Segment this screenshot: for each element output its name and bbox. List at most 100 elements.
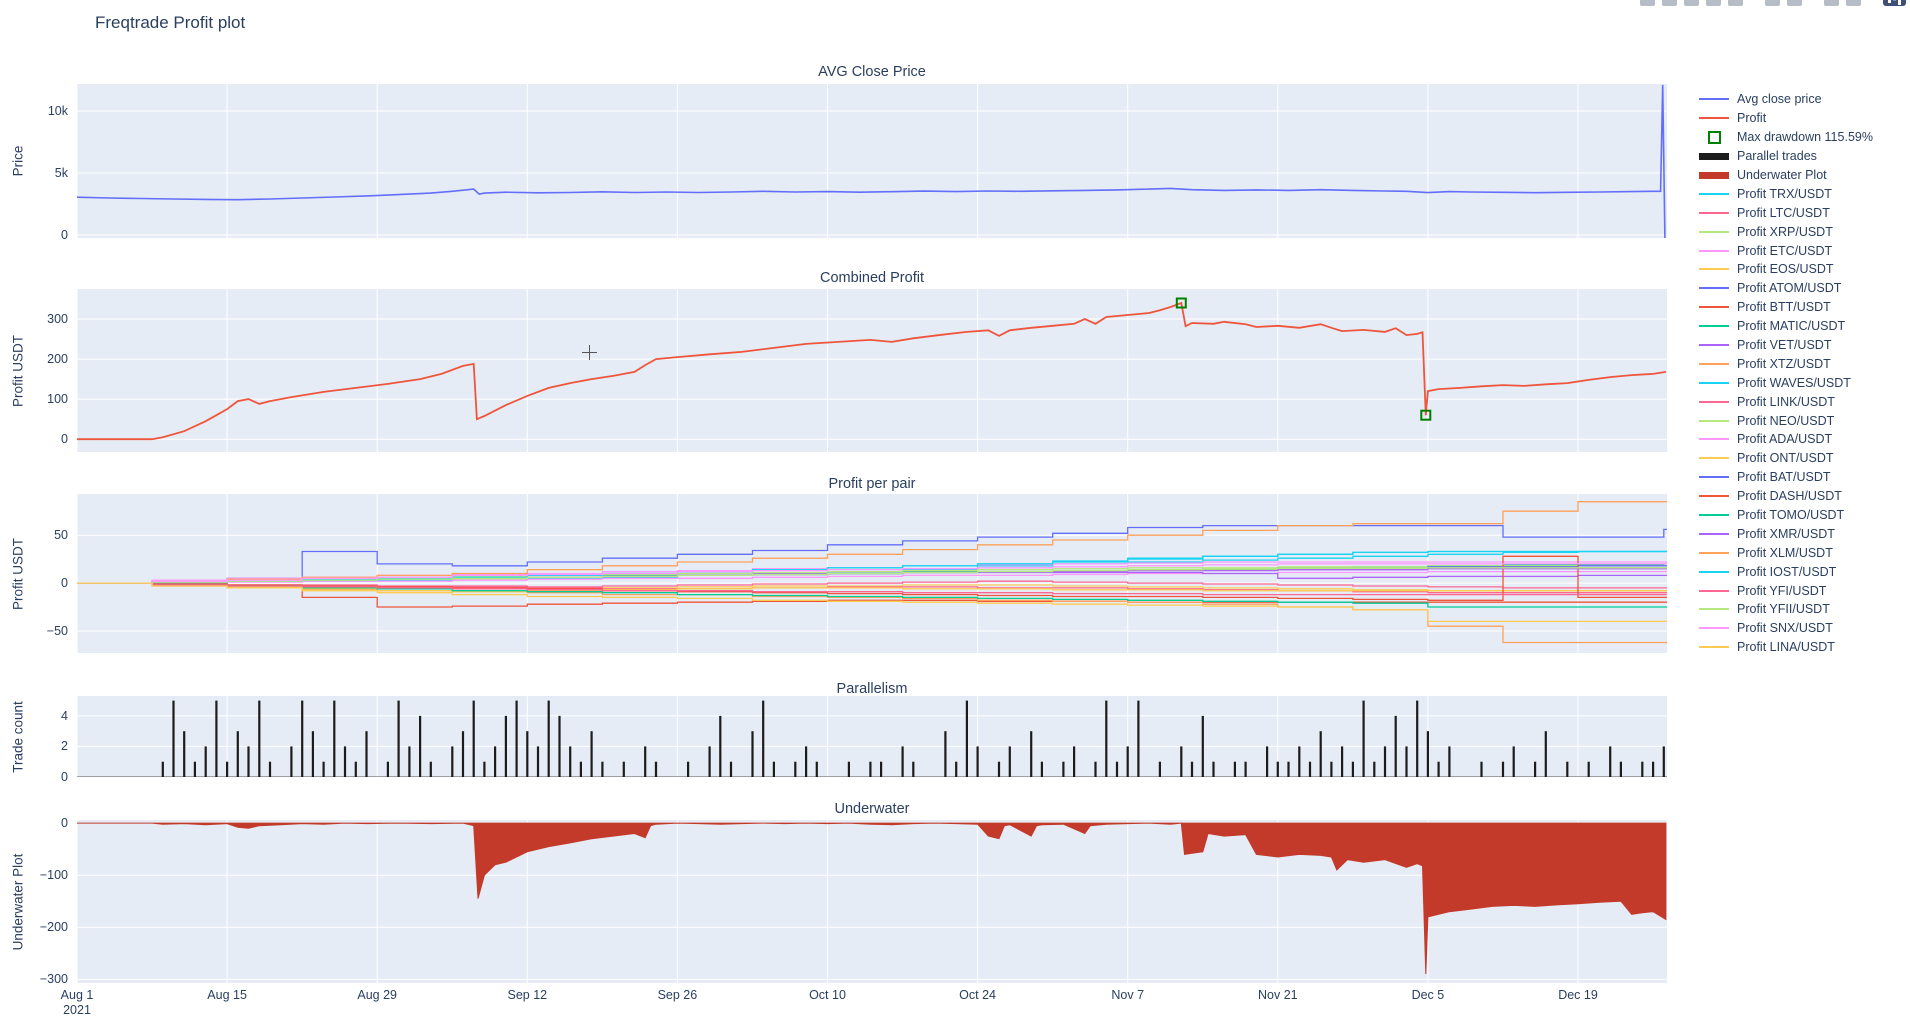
legend-item-profit-neo-usdt[interactable]: Profit NEO/USDT <box>1699 411 1873 430</box>
x-tick-label: Sep 26 <box>657 988 698 1002</box>
series-profit-lina-usdt <box>77 582 1667 623</box>
pan-icon[interactable] <box>1684 0 1699 6</box>
parallel-trades-bar <box>258 700 261 777</box>
legend-item-profit-btt-usdt[interactable]: Profit BTT/USDT <box>1699 298 1873 317</box>
avg-close-price-plot[interactable] <box>76 84 1667 239</box>
parallel-trades-bar <box>494 746 497 777</box>
legend-swatch-icon <box>1699 400 1729 403</box>
parallel-trades-bar <box>847 761 850 777</box>
parallel-trades-bar <box>1287 761 1290 777</box>
parallel-trades-bar <box>912 761 915 777</box>
y-tick-label: 0 <box>61 770 68 784</box>
y-tick-label: 200 <box>47 352 68 367</box>
subplot-title-combined-profit-plot: Combined Profit <box>820 270 924 286</box>
legend-item-profit-waves-usdt[interactable]: Profit WAVES/USDT <box>1699 373 1873 392</box>
y-tick-label: 2 <box>61 739 68 754</box>
legend-item-profit-lina-usdt[interactable]: Profit LINA/USDT <box>1699 638 1873 657</box>
y-tick-label: −100 <box>39 868 68 883</box>
legend-item-profit-snx-usdt[interactable]: Profit SNX/USDT <box>1699 619 1873 638</box>
line-swatch <box>1699 230 1729 233</box>
parallel-trades-bar <box>815 761 818 777</box>
legend-item-profit-tomo-usdt[interactable]: Profit TOMO/USDT <box>1699 506 1873 525</box>
legend-item-underwater-plot[interactable]: Underwater Plot <box>1699 166 1873 185</box>
legend-swatch-icon <box>1699 646 1729 649</box>
underwater-plot[interactable] <box>76 820 1667 983</box>
parallel-trades-bar <box>719 715 722 777</box>
legend-label: Avg close price <box>1737 92 1822 107</box>
legend-item-profit-dash-usdt[interactable]: Profit DASH/USDT <box>1699 487 1873 506</box>
legend-item-profit-yfii-usdt[interactable]: Profit YFII/USDT <box>1699 600 1873 619</box>
y-tick-label: 50 <box>54 528 68 543</box>
legend-item-profit-xtz-usdt[interactable]: Profit XTZ/USDT <box>1699 354 1873 373</box>
lasso-select-icon[interactable] <box>1728 0 1743 6</box>
parallel-trades-bar <box>1394 715 1397 777</box>
legend-item-profit-xlm-usdt[interactable]: Profit XLM/USDT <box>1699 543 1873 562</box>
zoom-icon[interactable] <box>1662 0 1677 6</box>
legend-swatch-icon <box>1699 362 1729 365</box>
autoscale-icon[interactable] <box>1824 0 1839 6</box>
legend-label: Profit TOMO/USDT <box>1737 508 1845 523</box>
y-tick-label: 10k <box>47 103 68 118</box>
legend-item-profit-vet-usdt[interactable]: Profit VET/USDT <box>1699 336 1873 355</box>
legend-swatch-icon <box>1699 152 1729 160</box>
profit-per-pair-plot[interactable] <box>76 494 1667 653</box>
y-axis-title-underwater-plot: Underwater Plot <box>10 853 26 950</box>
legend-item-profit-ada-usdt[interactable]: Profit ADA/USDT <box>1699 430 1873 449</box>
legend-item-profit-atom-usdt[interactable]: Profit ATOM/USDT <box>1699 279 1873 298</box>
legend-item-profit-eos-usdt[interactable]: Profit EOS/USDT <box>1699 260 1873 279</box>
parallel-trades-bar <box>1266 746 1269 777</box>
combined-profit-plot[interactable] <box>76 289 1667 452</box>
x-tick-label: Aug 1 2021 <box>61 988 94 1018</box>
legend-swatch-icon <box>1699 570 1729 573</box>
legend-label: Profit LINA/USDT <box>1737 640 1835 655</box>
legend-item-profit-xmr-usdt[interactable]: Profit XMR/USDT <box>1699 524 1873 543</box>
download-plot-icon[interactable] <box>1640 0 1655 6</box>
legend-item-avg-close-price[interactable]: Avg close price <box>1699 90 1873 109</box>
line-swatch <box>1699 306 1729 309</box>
legend-item-profit-ont-usdt[interactable]: Profit ONT/USDT <box>1699 449 1873 468</box>
parallel-trades-bar <box>1448 746 1451 777</box>
parallel-trades-bar <box>183 731 186 777</box>
parallel-trades-bar <box>1641 761 1644 777</box>
x-tick-label: Dec 19 <box>1558 988 1598 1002</box>
line-swatch <box>1699 268 1729 271</box>
line-swatch <box>1699 457 1729 460</box>
parallel-trades-bar <box>1040 761 1043 777</box>
line-swatch <box>1699 325 1729 328</box>
zoom-out-icon[interactable] <box>1787 0 1802 6</box>
legend-item-profit-iost-usdt[interactable]: Profit IOST/USDT <box>1699 562 1873 581</box>
legend-item-profit-etc-usdt[interactable]: Profit ETC/USDT <box>1699 241 1873 260</box>
legend-item-profit-matic-usdt[interactable]: Profit MATIC/USDT <box>1699 317 1873 336</box>
legend-item-profit-trx-usdt[interactable]: Profit TRX/USDT <box>1699 184 1873 203</box>
legend-item-profit-xrp-usdt[interactable]: Profit XRP/USDT <box>1699 222 1873 241</box>
parallel-trades-bar <box>1158 761 1161 777</box>
box-select-icon[interactable] <box>1706 0 1721 6</box>
parallel-trades-bar <box>569 746 572 777</box>
reset-axes-icon[interactable] <box>1846 0 1861 6</box>
legend-label: Max drawdown 115.59% <box>1737 130 1873 145</box>
y-tick-label: −50 <box>46 623 68 638</box>
y-tick-label: 0 <box>61 816 68 831</box>
legend-item-profit[interactable]: Profit <box>1699 109 1873 128</box>
line-swatch <box>1699 400 1729 403</box>
parallel-trades-bar <box>1512 746 1515 777</box>
legend-swatch-icon <box>1699 627 1729 630</box>
legend-swatch-icon <box>1699 551 1729 554</box>
plotly-logo[interactable] <box>1883 0 1906 6</box>
y-tick-label: −200 <box>39 920 68 935</box>
parallelism-plot[interactable] <box>76 696 1667 778</box>
legend-item-max-drawdown-115-59-[interactable]: Max drawdown 115.59% <box>1699 128 1873 147</box>
legend-swatch-icon <box>1699 230 1729 233</box>
bar-swatch <box>1699 171 1729 179</box>
legend-item-profit-yfi-usdt[interactable]: Profit YFI/USDT <box>1699 581 1873 600</box>
zoom-in-icon[interactable] <box>1765 0 1780 6</box>
parallel-trades-bar <box>965 700 968 777</box>
legend-item-profit-ltc-usdt[interactable]: Profit LTC/USDT <box>1699 203 1873 222</box>
legend-item-profit-bat-usdt[interactable]: Profit BAT/USDT <box>1699 468 1873 487</box>
legend-swatch-icon <box>1699 532 1729 535</box>
legend-item-profit-link-usdt[interactable]: Profit LINK/USDT <box>1699 392 1873 411</box>
legend-item-parallel-trades[interactable]: Parallel trades <box>1699 147 1873 166</box>
line-swatch <box>1699 570 1729 573</box>
parallel-trades-bar <box>955 761 958 777</box>
line-swatch <box>1699 627 1729 630</box>
